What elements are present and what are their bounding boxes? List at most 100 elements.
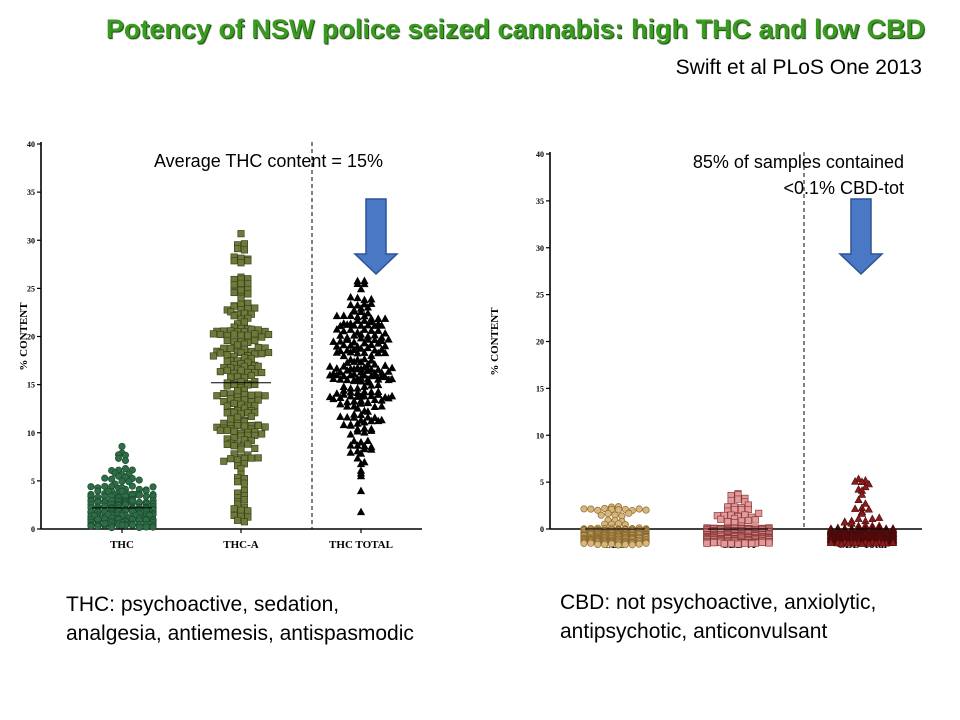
data-point bbox=[223, 336, 231, 345]
data-point bbox=[346, 421, 355, 429]
data-point bbox=[254, 422, 262, 430]
data-point bbox=[346, 292, 355, 301]
data-point bbox=[237, 286, 245, 294]
data-point bbox=[121, 456, 130, 465]
data-point bbox=[367, 391, 376, 400]
data-point bbox=[346, 311, 355, 319]
x-tick-label: THC bbox=[110, 539, 134, 551]
data-point bbox=[227, 344, 235, 352]
data-point bbox=[128, 521, 136, 529]
data-point bbox=[363, 413, 373, 421]
data-point bbox=[349, 337, 359, 346]
data-point bbox=[216, 349, 224, 357]
y-tick-label: 10 bbox=[536, 431, 544, 440]
data-point bbox=[349, 357, 359, 365]
data-point bbox=[360, 444, 369, 453]
data-point bbox=[875, 513, 884, 521]
data-point bbox=[363, 335, 373, 343]
data-point bbox=[642, 506, 650, 514]
data-point bbox=[871, 538, 880, 547]
data-point bbox=[353, 404, 362, 412]
data-point bbox=[363, 436, 373, 445]
data-point bbox=[209, 330, 217, 338]
data-point bbox=[734, 495, 742, 503]
chart-0: 0 5 10 15 20 25 30 35 40 % CONTENT THC THC-A THC TOT… bbox=[18, 140, 422, 551]
data-point bbox=[336, 399, 345, 408]
data-point bbox=[240, 479, 249, 487]
data-point bbox=[101, 474, 109, 482]
data-point bbox=[237, 366, 245, 374]
data-point bbox=[223, 382, 231, 390]
y-tick-label: 35 bbox=[27, 188, 35, 197]
data-point bbox=[247, 391, 255, 399]
data-point bbox=[353, 293, 362, 302]
data-point bbox=[332, 348, 341, 356]
y-tick-label: 10 bbox=[27, 429, 35, 438]
data-point bbox=[339, 362, 348, 370]
thc-caption-line-1: THC: psychoactive, sedation, bbox=[66, 593, 340, 616]
data-point bbox=[254, 343, 262, 352]
data-point bbox=[580, 505, 588, 513]
series-thc-a bbox=[209, 230, 273, 526]
data-point bbox=[748, 539, 756, 548]
data-point bbox=[240, 318, 249, 326]
data-point bbox=[234, 341, 242, 349]
data-point bbox=[370, 413, 379, 421]
data-point bbox=[118, 442, 126, 450]
data-point bbox=[230, 442, 238, 450]
data-point bbox=[367, 340, 376, 348]
data-point bbox=[265, 330, 273, 339]
cbd-effects-caption: CBD: not psychoactive, anxiolytic, antip… bbox=[560, 588, 876, 646]
data-point bbox=[356, 344, 366, 352]
annotation-line: Average THC content = 15% bbox=[154, 151, 383, 171]
cbd-caption-line-1: CBD: not psychoactive, anxiolytic, bbox=[560, 591, 877, 614]
data-point bbox=[336, 321, 345, 330]
data-point bbox=[94, 522, 102, 530]
y-tick-label: 25 bbox=[27, 284, 35, 293]
y-tick-label: 40 bbox=[27, 140, 35, 149]
data-point bbox=[601, 504, 609, 512]
y-tick-label: 15 bbox=[536, 384, 544, 393]
data-point bbox=[363, 343, 373, 352]
data-point bbox=[339, 326, 348, 335]
data-point bbox=[104, 487, 112, 495]
series-cbd-a bbox=[703, 490, 773, 548]
data-point bbox=[227, 455, 235, 463]
data-point bbox=[381, 361, 390, 369]
data-point bbox=[363, 320, 373, 329]
data-point bbox=[346, 448, 355, 456]
data-point bbox=[251, 444, 259, 452]
data-point bbox=[751, 516, 759, 524]
data-point bbox=[108, 524, 116, 532]
data-point bbox=[374, 416, 383, 425]
y-tick-label: 0 bbox=[31, 525, 35, 534]
data-point bbox=[604, 509, 612, 518]
data-point bbox=[628, 541, 636, 549]
data-point bbox=[128, 497, 136, 505]
y-tick-label: 5 bbox=[31, 477, 35, 486]
y-axis-label: % CONTENT bbox=[489, 307, 501, 376]
data-point bbox=[329, 374, 338, 382]
data-point bbox=[861, 482, 870, 491]
data-point bbox=[363, 366, 373, 374]
data-point bbox=[223, 440, 231, 448]
data-point bbox=[216, 330, 224, 339]
data-point bbox=[356, 333, 366, 342]
data-point bbox=[601, 541, 609, 549]
data-point bbox=[339, 390, 348, 398]
data-point bbox=[234, 245, 242, 253]
y-tick-label: 40 bbox=[536, 150, 544, 159]
data-point bbox=[87, 522, 95, 530]
data-point bbox=[381, 314, 390, 322]
data-point bbox=[857, 477, 867, 485]
data-point bbox=[244, 440, 252, 448]
data-point bbox=[381, 348, 390, 357]
data-point bbox=[356, 437, 366, 446]
data-point bbox=[353, 454, 362, 462]
data-point bbox=[346, 391, 355, 400]
data-point bbox=[384, 393, 393, 402]
data-point bbox=[741, 539, 749, 547]
data-point bbox=[360, 325, 369, 333]
data-point bbox=[727, 496, 735, 505]
